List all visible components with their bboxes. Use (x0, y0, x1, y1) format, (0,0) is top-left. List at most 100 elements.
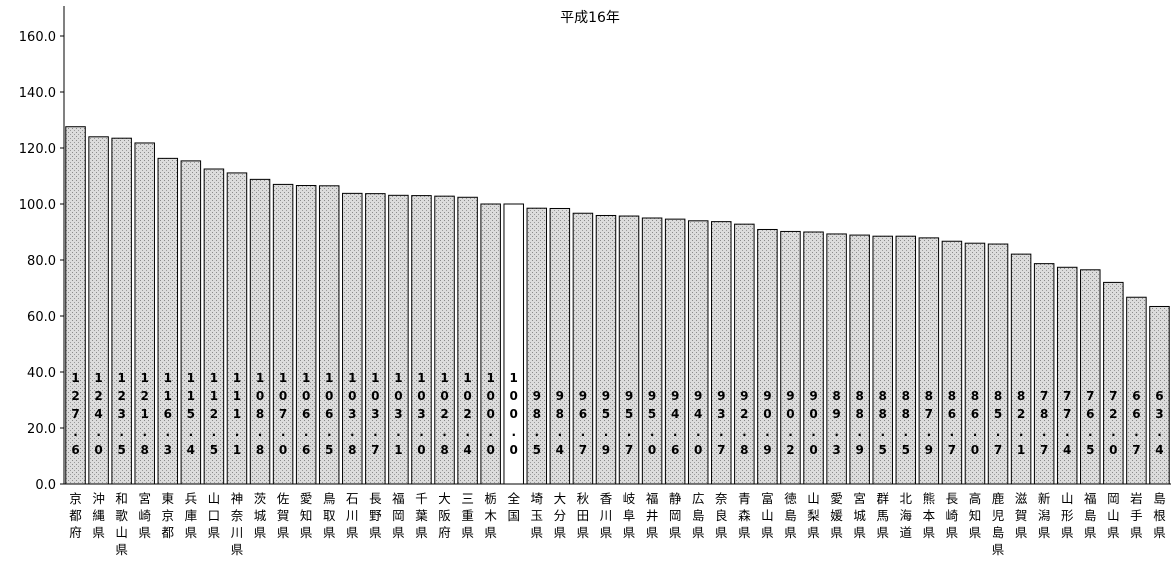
category-char: 歌 (115, 508, 128, 523)
category-char: 県 (531, 525, 544, 540)
bar-value-char: 1 (210, 389, 218, 403)
category-char: 茨 (254, 491, 267, 506)
bar-value-char: 1 (279, 371, 287, 385)
category-label: 大阪府 (438, 491, 451, 540)
category-char: 県 (1107, 525, 1120, 540)
bar-value-char: . (765, 425, 770, 439)
bar (134, 142, 155, 485)
bar-value-label: 124.0 (94, 371, 102, 457)
category-char: 長 (369, 491, 382, 506)
category-char: 本 (923, 508, 936, 523)
bar-value-char: 8 (141, 443, 149, 457)
bar (895, 235, 917, 485)
bar-value-char: 2 (740, 407, 748, 421)
bar-value-label: 90.0 (809, 389, 817, 457)
bar-value-char: 0 (302, 389, 310, 403)
bar-value-char: 0 (348, 389, 356, 403)
bar-value-char: 1 (256, 371, 264, 385)
bar-value-char: 4 (1063, 443, 1071, 457)
bar-value-char: 1 (187, 389, 195, 403)
category-label: 埼玉県 (531, 491, 544, 540)
category-label: 岩手県 (1130, 491, 1143, 540)
bar-value-char: 5 (533, 443, 541, 457)
bar-value-char: . (834, 425, 839, 439)
bar-value-char: 5 (602, 407, 610, 421)
bar-value-label: 108.8 (256, 371, 264, 457)
category-char: 新 (1038, 491, 1051, 506)
bar-value-char: 6 (302, 443, 310, 457)
y-tick-label: 120.0 (19, 142, 56, 157)
bar-value-char: 9 (809, 389, 817, 403)
bar (1010, 253, 1032, 485)
category-label: 岐阜県 (623, 491, 636, 540)
bar-value-char: 0 (510, 443, 518, 457)
category-label: 全国 (507, 491, 520, 523)
category-char: 県 (138, 525, 151, 540)
bar-value-char: 0 (463, 389, 471, 403)
category-char: 馬 (876, 508, 889, 523)
bar (65, 126, 86, 485)
bar (434, 195, 455, 485)
bar-value-char: 4 (556, 443, 564, 457)
bar-value-char: 1 (141, 371, 149, 385)
category-char: 川 (346, 508, 359, 523)
category-char: 島 (784, 508, 797, 523)
bar-value-char: 8 (256, 407, 264, 421)
bar-value-char: 1 (394, 443, 402, 457)
bar-value-char: 7 (279, 407, 287, 421)
bar-value-char: 1 (510, 371, 518, 385)
bar-value-label: 88.9 (855, 389, 863, 457)
bar-value-char: 3 (371, 407, 379, 421)
category-char: 良 (715, 508, 728, 523)
bar (295, 185, 317, 485)
bar-value-char: 7 (1040, 443, 1048, 457)
bar-value-char: 0 (763, 407, 771, 421)
category-label: 愛媛県 (830, 491, 843, 540)
bar (987, 243, 1009, 485)
bar-value-char: 6 (948, 407, 956, 421)
bar-value-char: . (119, 425, 124, 439)
category-char: 大 (438, 491, 451, 506)
category-char: 大 (554, 491, 567, 506)
bar-value-char: . (73, 425, 78, 439)
bar-value-char: 9 (602, 389, 610, 403)
category-char: 重 (461, 508, 474, 523)
category-char: 北 (900, 491, 913, 506)
bar-value-label: 103.8 (348, 371, 356, 457)
bar-value-char: . (650, 425, 655, 439)
bar-value-char: 8 (256, 443, 264, 457)
bar-value-char: 9 (763, 389, 771, 403)
category-char: 葉 (415, 508, 428, 523)
bar (780, 230, 801, 485)
y-tick-label: 100.0 (19, 198, 56, 213)
category-label: 愛知県 (300, 491, 313, 540)
bar-value-char: . (558, 425, 563, 439)
bar-value-char: . (857, 425, 862, 439)
bar-value-char: . (96, 425, 101, 439)
category-char: 潟 (1038, 508, 1051, 523)
bar (757, 228, 778, 485)
category-char: 県 (1038, 525, 1051, 540)
bar-value-char: 2 (1017, 407, 1025, 421)
category-char: 県 (1130, 525, 1143, 540)
bar-value-char: . (1019, 425, 1024, 439)
category-char: 山 (115, 525, 128, 540)
bar-value-char: 5 (1086, 443, 1094, 457)
bar-value-char: . (1134, 425, 1139, 439)
bar-value-char: 3 (348, 407, 356, 421)
bar (618, 215, 640, 485)
bar-value-char: 3 (117, 407, 125, 421)
bar-value-char: 6 (164, 407, 172, 421)
bar-value-label: 88.5 (879, 389, 887, 457)
bar-value-char: 0 (486, 443, 494, 457)
category-char: 静 (669, 491, 682, 506)
category-char: 全 (507, 491, 520, 506)
category-char: 福 (392, 491, 405, 506)
category-char: 県 (1061, 525, 1074, 540)
category-char: 知 (969, 508, 982, 523)
category-char: 千 (415, 491, 428, 506)
category-char: 県 (807, 525, 820, 540)
category-char: 知 (300, 508, 313, 523)
bar-value-char: 7 (1040, 389, 1048, 403)
bar (711, 221, 732, 485)
